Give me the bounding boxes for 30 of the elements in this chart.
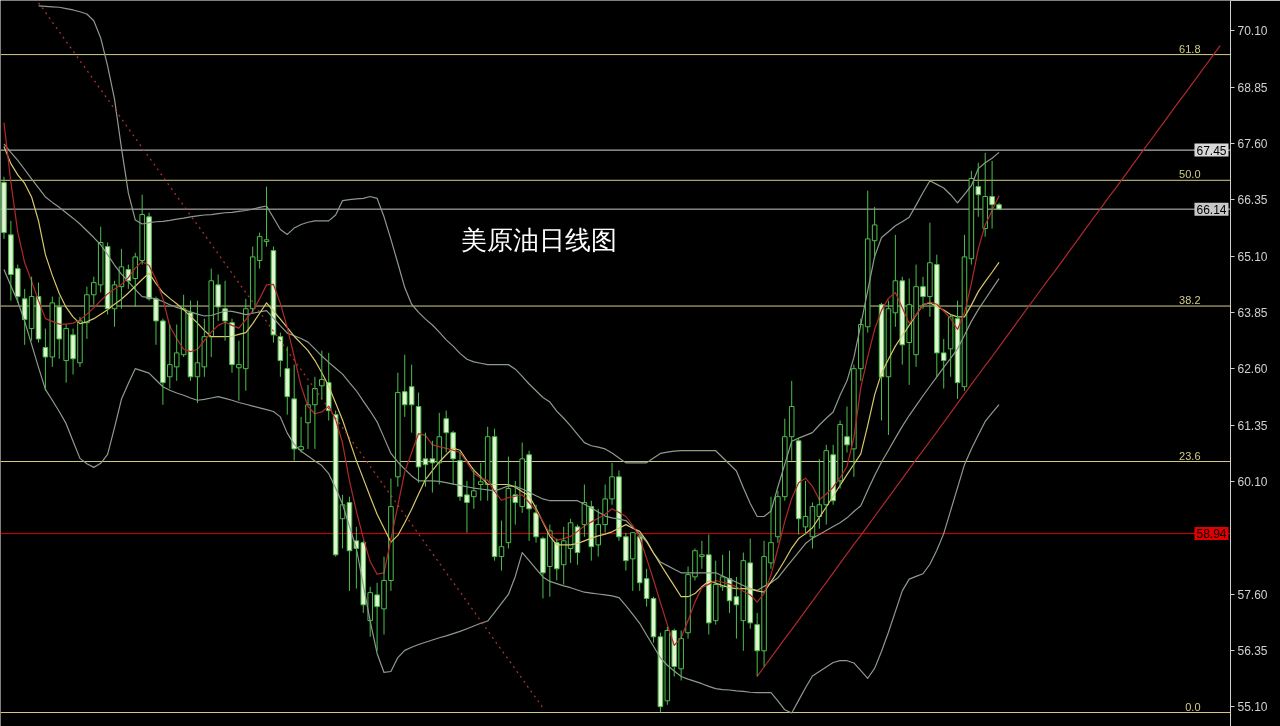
- y-tick-label: 62.60: [1237, 362, 1268, 377]
- candlestick: [291, 364, 297, 462]
- y-tick-label: 60.10: [1237, 474, 1268, 489]
- annotation: 38.2: [1179, 294, 1201, 307]
- candlestick: [1, 176, 7, 240]
- y-tick-label: 70.10: [1237, 24, 1268, 39]
- y-tick-label: 68.85: [1237, 80, 1268, 95]
- y-tick-label: 67.60: [1237, 136, 1268, 151]
- candlestick: [788, 380, 795, 462]
- ref-line-label: 67.45: [1196, 143, 1227, 158]
- y-tick-label: 61.35: [1237, 418, 1268, 433]
- y-tick-label: 55.10: [1237, 700, 1268, 715]
- annotation: 61.8: [1179, 42, 1201, 55]
- candlestick: [284, 346, 291, 416]
- text: 美原油日线图: [460, 224, 617, 255]
- annotation: 23.6: [1179, 449, 1201, 462]
- candlestick: [277, 332, 284, 378]
- ref-line-label: 66.14: [1196, 202, 1227, 217]
- candlestick: [222, 280, 228, 342]
- y-tick-label: 66.35: [1237, 193, 1268, 208]
- annotation: 50.0: [1179, 168, 1201, 181]
- y-tick-label: 57.60: [1237, 587, 1268, 602]
- line-series: [3, 268, 1000, 714]
- candlestick: [533, 504, 539, 544]
- y-tick-label: 56.35: [1237, 643, 1268, 658]
- line-series: [37, 5, 1000, 518]
- y-tick-label: 65.10: [1237, 249, 1268, 264]
- ref-line-label: 58.94: [1196, 527, 1227, 542]
- annotation: 0.0: [1185, 700, 1201, 713]
- y-tick-label: 63.85: [1237, 305, 1268, 320]
